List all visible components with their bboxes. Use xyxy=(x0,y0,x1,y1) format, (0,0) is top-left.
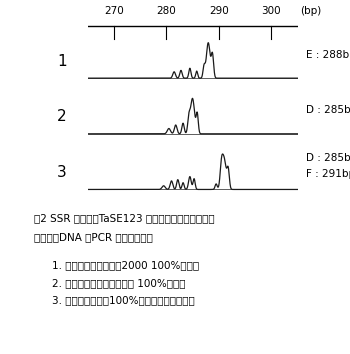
Text: 囲2 SSR マーカーTaSE123 による市販加工食品から: 囲2 SSR マーカーTaSE123 による市販加工食品から xyxy=(34,213,215,223)
Text: D : 285bp: D : 285bp xyxy=(306,153,350,163)
Text: 290: 290 xyxy=(209,6,229,16)
Text: 280: 280 xyxy=(156,6,176,16)
Text: 2: 2 xyxy=(57,109,66,125)
Text: 270: 270 xyxy=(104,6,124,16)
Text: E : 288bp: E : 288bp xyxy=(306,50,350,60)
Text: 300: 300 xyxy=(261,6,281,16)
Text: 3. パン（国産小麦100%表示）複数品種使用: 3. パン（国産小麦100%表示）複数品種使用 xyxy=(51,295,194,305)
Text: 1. 小麦粉（さぬきの夢2000 100%表示）: 1. 小麦粉（さぬきの夢2000 100%表示） xyxy=(51,260,199,270)
Text: D : 285bp: D : 285bp xyxy=(306,105,350,115)
Text: 3: 3 xyxy=(57,165,66,180)
Text: F : 291bp: F : 291bp xyxy=(306,169,350,179)
Text: 抜出したDNA のPCR 増幅パターン: 抜出したDNA のPCR 増幅パターン xyxy=(34,232,153,242)
Text: 2. ゆでめん（チクゴイズミ 100%表示）: 2. ゆでめん（チクゴイズミ 100%表示） xyxy=(51,278,185,288)
Text: 1: 1 xyxy=(57,54,66,69)
Text: (bp): (bp) xyxy=(300,6,321,16)
